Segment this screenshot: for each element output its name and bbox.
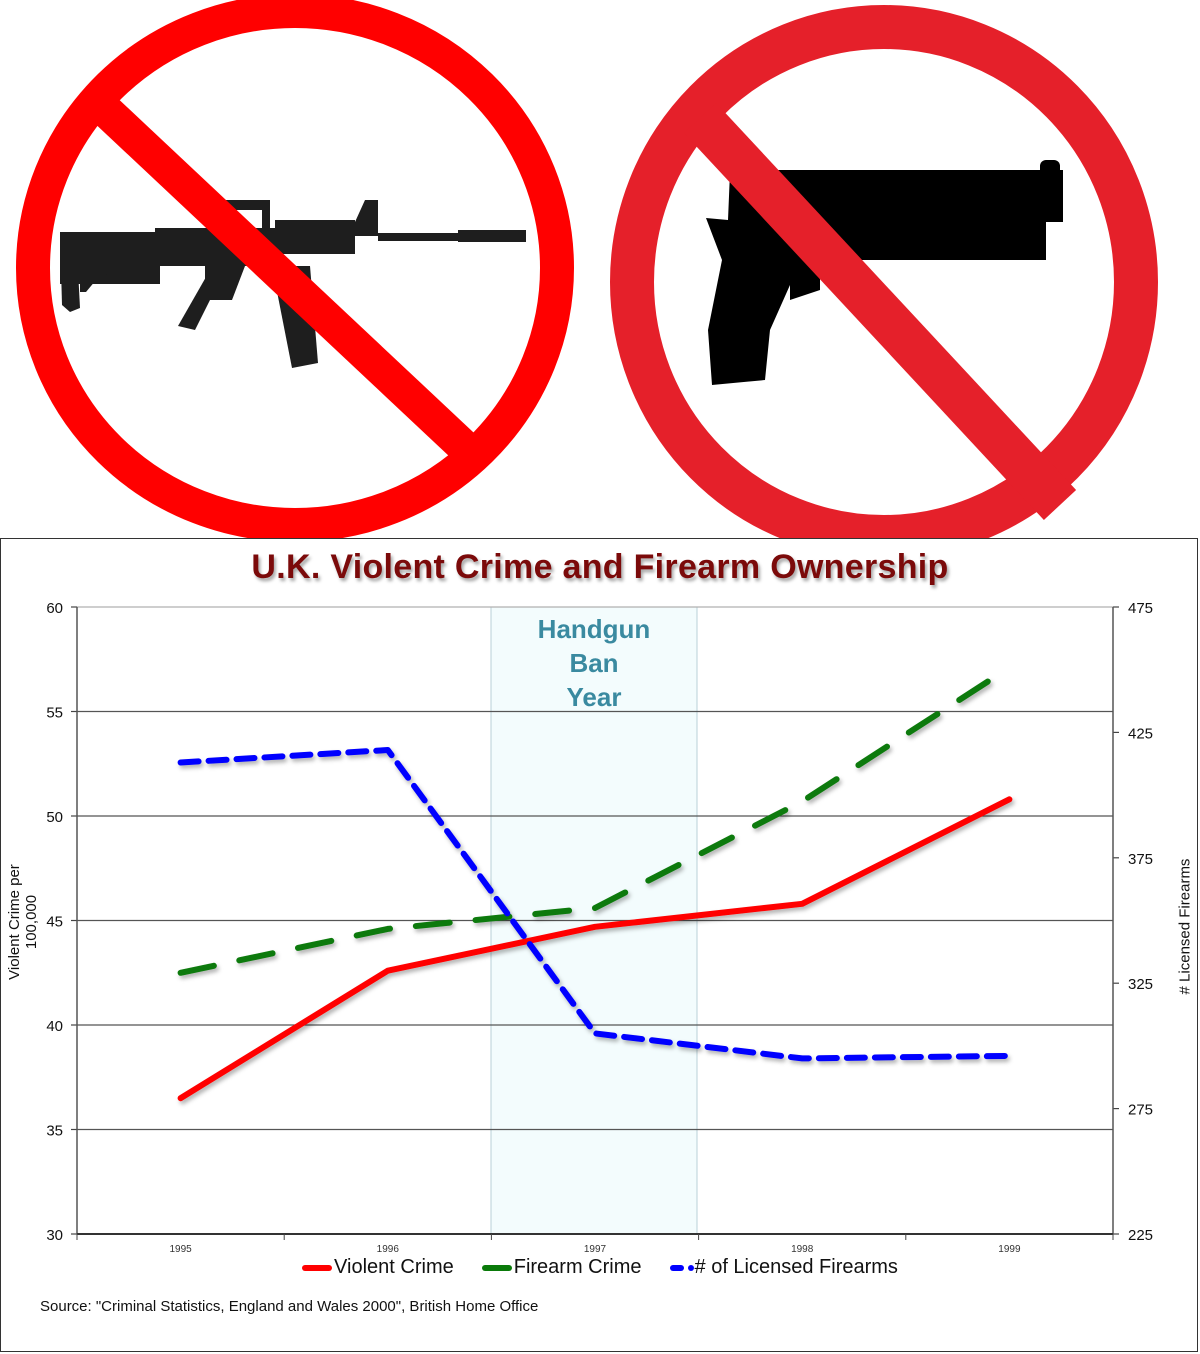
x-tick-label: 1997 [584,1244,607,1255]
legend-item-violent-crime: Violent Crime [302,1256,454,1279]
x-tick-label: 1995 [169,1244,192,1255]
handgun-ban-annotation: Handgun Ban Year [491,612,697,714]
x-tick-label: 1998 [791,1244,814,1255]
annotation-line-2: Ban [569,648,619,678]
source-note: Source: "Criminal Statistics, England an… [40,1298,539,1315]
y-tick-label-right: 425 [1128,725,1153,742]
chart-legend: Violent Crime Firearm Crime # of License… [0,1256,1200,1279]
y-axis-right-label: # Licensed Firearms [1176,858,1194,995]
annotation-line-3: Year [566,682,622,712]
y-tick-label-left: 30 [46,1227,63,1244]
legend-swatch-red-icon [302,1264,333,1271]
y-tick-label-left: 55 [46,705,63,722]
x-tick-label: 1996 [377,1244,400,1255]
y-tick-label-left: 45 [46,914,63,931]
series-line-firearm-crime [177,664,1013,976]
y-tick-label-right: 375 [1128,851,1153,868]
no-handgun-sign-icon [610,5,1158,540]
y-tick-label-left: 60 [46,600,63,617]
legend-label: # of Licensed Firearms [694,1256,898,1278]
chart-title: U.K. Violent Crime and Firearm Ownership [251,548,949,586]
series-line-violent-crime [177,796,1013,1102]
y-tick-label-left: 50 [46,809,63,826]
legend-swatch-blue-dashed-icon [669,1264,684,1271]
annotation-line-1: Handgun [537,614,651,644]
y-axis-left-label: Violent Crime per 100,000 [6,864,40,980]
y-tick-label-right: 275 [1128,1102,1153,1119]
axes: 30 35 40 45 50 55 60 225 275 325 375 425 475 1995 1996… [46,600,1153,1255]
series-line-of-licensed-firearms [177,747,1013,1062]
y-tick-label-left: 35 [46,1123,63,1140]
signs-banner [16,0,1158,540]
legend-label: Firearm Crime [513,1256,642,1278]
no-assault-rifle-sign-icon [16,0,574,540]
x-tick-label: 1999 [998,1244,1021,1255]
y-tick-label-right: 225 [1128,1227,1153,1244]
series-lines [177,664,1013,1102]
gridlines [77,606,1113,1131]
y-tick-label-right: 475 [1128,600,1153,617]
y-tick-label-left: 40 [46,1018,63,1035]
legend-swatch-blue-dot-icon [687,1264,694,1271]
y-tick-label-right: 325 [1128,976,1153,993]
legend-item-licensed-firearms: # of Licensed Firearms [669,1256,898,1279]
legend-item-firearm-crime: Firearm Crime [481,1256,642,1279]
legend-swatch-green-icon [481,1264,512,1271]
legend-label: Violent Crime [334,1256,454,1278]
